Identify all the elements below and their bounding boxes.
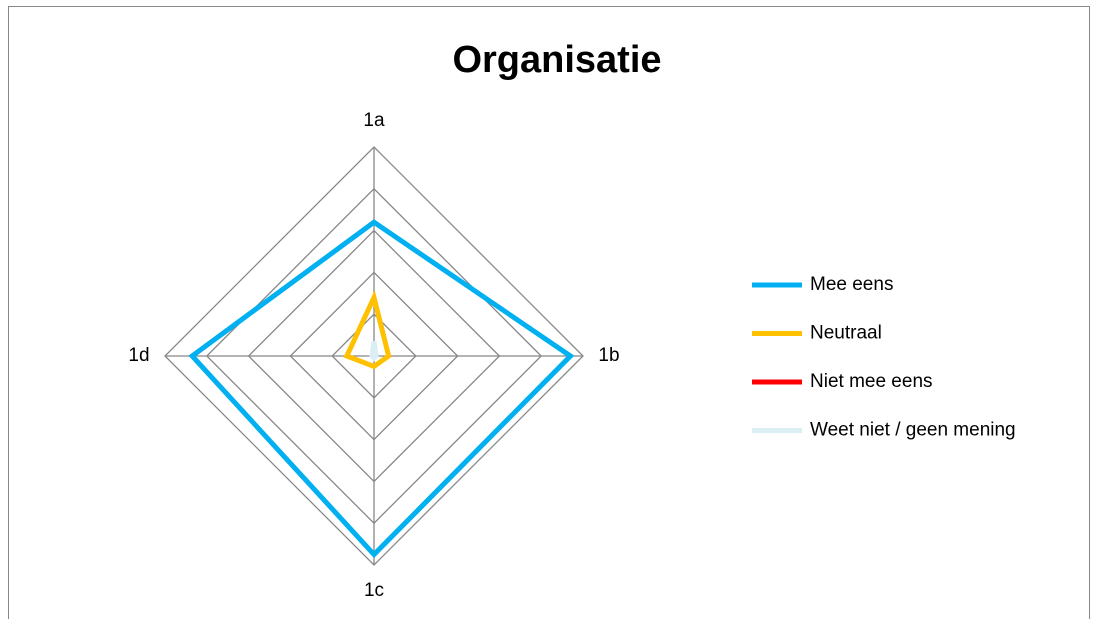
axis-label: 1b bbox=[598, 345, 619, 366]
chart-title: Organisatie bbox=[452, 39, 661, 81]
axis-label: 1a bbox=[363, 110, 385, 131]
legend-label: Weet niet / geen mening bbox=[810, 420, 1016, 441]
legend-label: Niet mee eens bbox=[810, 371, 933, 392]
chart-border bbox=[8, 6, 1090, 619]
legend-label: Mee eens bbox=[810, 274, 893, 295]
series-line bbox=[188, 219, 575, 559]
axis-label: 1c bbox=[364, 580, 384, 601]
axis-label: 1d bbox=[128, 345, 149, 366]
series-line bbox=[369, 341, 379, 362]
series-line bbox=[343, 290, 392, 370]
legend-label: Neutraal bbox=[810, 323, 882, 344]
